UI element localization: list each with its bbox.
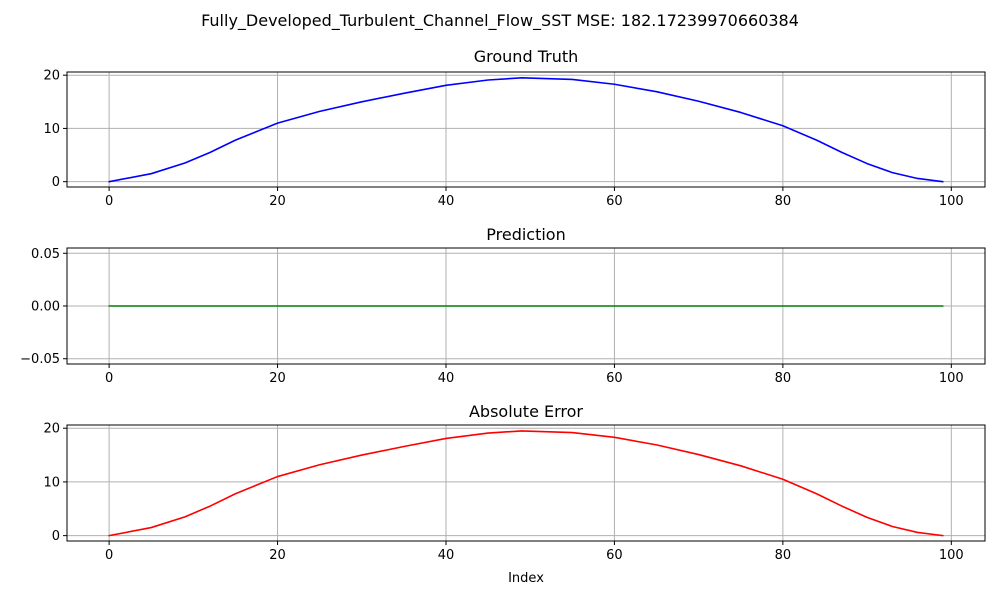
prediction-y-tick-label: 0.05 — [31, 247, 60, 262]
ground-truth-panel: Ground Truth 0 20 40 60 80 100 0 10 20 — [43, 47, 986, 209]
absolute-error-axes-frame — [66, 424, 986, 542]
ground-truth-y-tick-label: 10 — [43, 122, 60, 137]
prediction-x-tick-label: 100 — [939, 371, 964, 386]
prediction-y-tick-label: −0.05 — [20, 352, 60, 367]
prediction-title: Prediction — [486, 225, 565, 244]
ground-truth-x-tick-label: 100 — [939, 194, 964, 209]
ground-truth-x-tick-label: 0 — [105, 194, 113, 209]
absolute-error-series-line — [108, 430, 944, 537]
absolute-error-x-tick-label: 80 — [775, 548, 792, 563]
prediction-y-tick-label: 0.00 — [31, 300, 60, 315]
absolute-error-x-tick-label: 60 — [606, 548, 623, 563]
ground-truth-y-tick-label: 0 — [52, 175, 60, 190]
absolute-error-x-tick-label: 40 — [438, 548, 455, 563]
figure-suptitle: Fully_Developed_Turbulent_Channel_Flow_S… — [201, 11, 799, 31]
ground-truth-axes-frame — [66, 71, 986, 188]
absolute-error-y-tick-label: 10 — [43, 475, 60, 490]
absolute-error-y-tick-label: 20 — [43, 422, 60, 437]
prediction-x-tick-label: 20 — [269, 371, 286, 386]
absolute-error-x-tick-label: 100 — [939, 548, 964, 563]
absolute-error-x-tick-label: 0 — [105, 548, 113, 563]
ground-truth-x-tick-label: 80 — [775, 194, 792, 209]
prediction-x-tick-label: 80 — [775, 371, 792, 386]
ground-truth-title: Ground Truth — [474, 47, 579, 66]
prediction-x-tick-label: 40 — [438, 371, 455, 386]
prediction-x-tick-label: 60 — [606, 371, 623, 386]
ground-truth-x-tick-label: 40 — [438, 194, 455, 209]
absolute-error-panel: Absolute Error Index 0 20 40 60 80 100 0 10 20 — [43, 402, 986, 586]
x-axis-label: Index — [508, 571, 544, 586]
ground-truth-y-tick-label: 20 — [43, 69, 60, 84]
prediction-x-tick-label: 0 — [105, 371, 113, 386]
prediction-panel: Prediction 0 20 40 60 80 100 −0.05 0.00 0.05 — [20, 225, 986, 386]
ground-truth-x-tick-label: 60 — [606, 194, 623, 209]
absolute-error-x-tick-label: 20 — [269, 548, 286, 563]
absolute-error-title: Absolute Error — [469, 402, 583, 421]
ground-truth-series-line — [108, 77, 944, 183]
absolute-error-y-tick-label: 0 — [52, 529, 60, 544]
ground-truth-x-tick-label: 20 — [269, 194, 286, 209]
